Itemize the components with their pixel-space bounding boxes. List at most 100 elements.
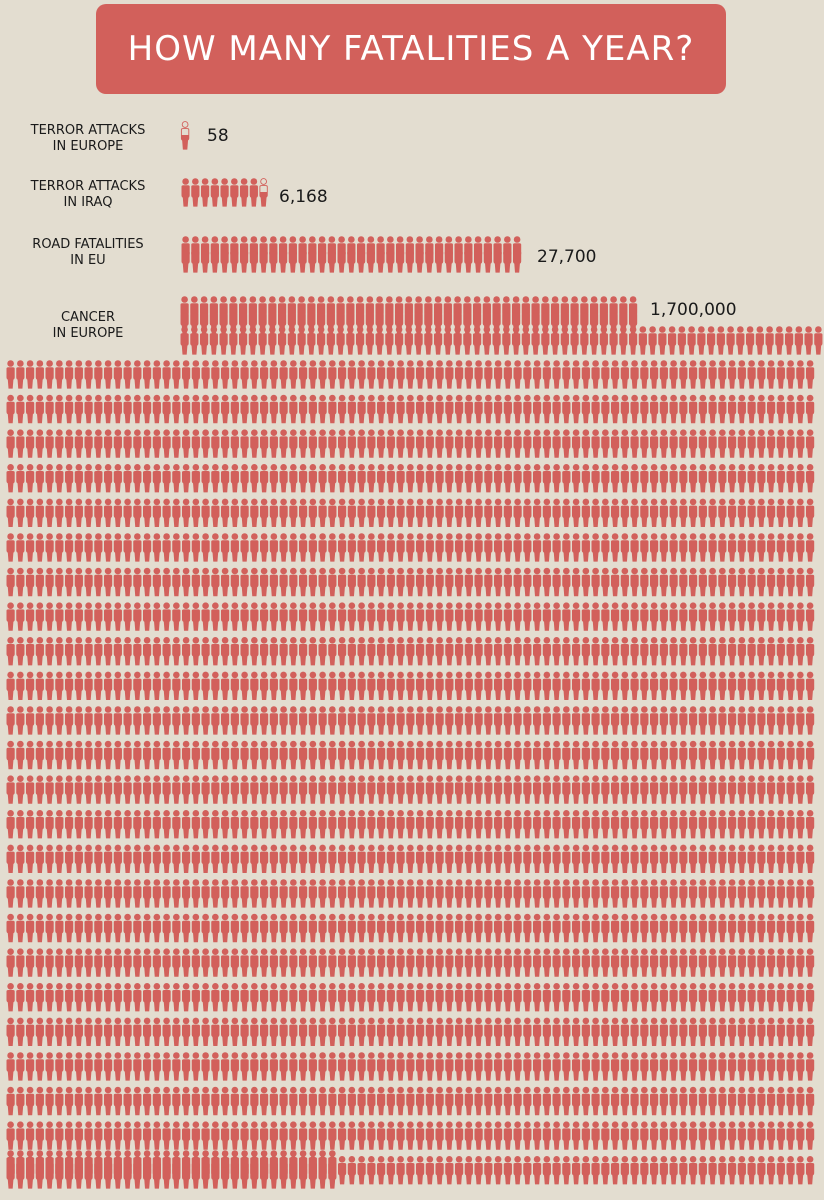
person-icon (679, 879, 688, 908)
person-icon (367, 1156, 376, 1185)
person-icon (659, 1121, 668, 1150)
person-icon (757, 671, 766, 700)
person-icon (552, 394, 561, 424)
person-icon (708, 913, 717, 943)
person-icon (776, 740, 785, 770)
person-icon (172, 637, 181, 666)
person-icon (377, 879, 386, 908)
person-icon (347, 879, 356, 908)
person-icon (523, 533, 532, 562)
person-icon (133, 360, 142, 389)
person-icon (269, 394, 278, 424)
person-icon (299, 1121, 308, 1150)
person-icon (611, 775, 620, 804)
person-icon (113, 567, 122, 597)
person-icon (806, 983, 815, 1012)
person-icon (708, 429, 717, 458)
person-icon (367, 879, 376, 908)
person-icon (84, 360, 93, 389)
person-icon (377, 1086, 386, 1116)
person-icon (113, 498, 122, 527)
person-icon (269, 706, 278, 735)
person-icon (572, 567, 581, 597)
person-icon (377, 740, 386, 770)
person-icon (531, 326, 540, 355)
person-icon (669, 844, 678, 873)
person-icon (581, 567, 590, 597)
person-icon (611, 498, 620, 527)
person-icon (230, 429, 239, 458)
person-icon (718, 948, 727, 977)
person-icon (767, 533, 776, 562)
person-icon (669, 671, 678, 700)
person-icon (484, 429, 493, 458)
person-icon (328, 879, 337, 908)
person-icon (708, 498, 717, 527)
person-icon (484, 879, 493, 908)
person-icon (562, 1017, 571, 1046)
person-icon (454, 244, 463, 273)
person-icon (806, 879, 815, 908)
person-icon (308, 671, 317, 700)
person-icon (513, 1086, 522, 1116)
person-icon (377, 1121, 386, 1150)
person-icon (172, 1052, 181, 1081)
person-icon (513, 983, 522, 1012)
person-icon (26, 775, 35, 804)
person-icon (513, 879, 522, 908)
person-icon (318, 775, 327, 804)
person-icon (659, 706, 668, 735)
person-icon (211, 498, 220, 527)
person-icon (308, 1086, 317, 1116)
person-icon (581, 360, 590, 389)
person-icon (630, 1086, 639, 1116)
person-icon (435, 244, 444, 273)
person-icon (494, 983, 503, 1012)
person-icon (806, 1156, 815, 1185)
person-icon (318, 637, 327, 666)
person-icon (133, 498, 142, 527)
person-icon (765, 326, 774, 355)
person-icon (182, 706, 191, 735)
person-icon (347, 464, 356, 493)
person-icon (669, 1017, 678, 1046)
person-icon (6, 948, 15, 977)
person-icon (533, 533, 542, 562)
person-icon (776, 844, 785, 873)
person-icon (26, 637, 35, 666)
person-icon (806, 360, 815, 389)
person-icon (425, 671, 434, 700)
person-icon (221, 983, 230, 1012)
person-icon (328, 810, 337, 839)
person-icon (708, 464, 717, 493)
person-icon (414, 326, 423, 355)
person-icon (347, 1086, 356, 1116)
person-icon (542, 602, 551, 631)
person-icon (299, 1086, 308, 1116)
person-icon (172, 810, 181, 839)
person-icon (718, 740, 727, 770)
person-icon (338, 394, 347, 424)
person-icon (367, 464, 376, 493)
person-icon (406, 637, 415, 666)
person-icon (357, 533, 366, 562)
person-icon (367, 671, 376, 700)
person-icon (718, 879, 727, 908)
person-icon (152, 1086, 161, 1116)
person-icon (221, 1086, 230, 1116)
person-icon (260, 879, 269, 908)
person-icon (503, 1156, 512, 1185)
person-icon (708, 1121, 717, 1150)
person-icon (230, 178, 239, 207)
person-icon (513, 740, 522, 770)
person-icon (796, 498, 805, 527)
person-icon (84, 983, 93, 1012)
person-icon (308, 533, 317, 562)
person-icon (620, 429, 629, 458)
person-icon (484, 775, 493, 804)
person-icon (416, 1121, 425, 1150)
person-icon (94, 637, 103, 666)
person-icon (406, 948, 415, 977)
person-icon (396, 740, 405, 770)
person-icon (26, 1160, 35, 1189)
